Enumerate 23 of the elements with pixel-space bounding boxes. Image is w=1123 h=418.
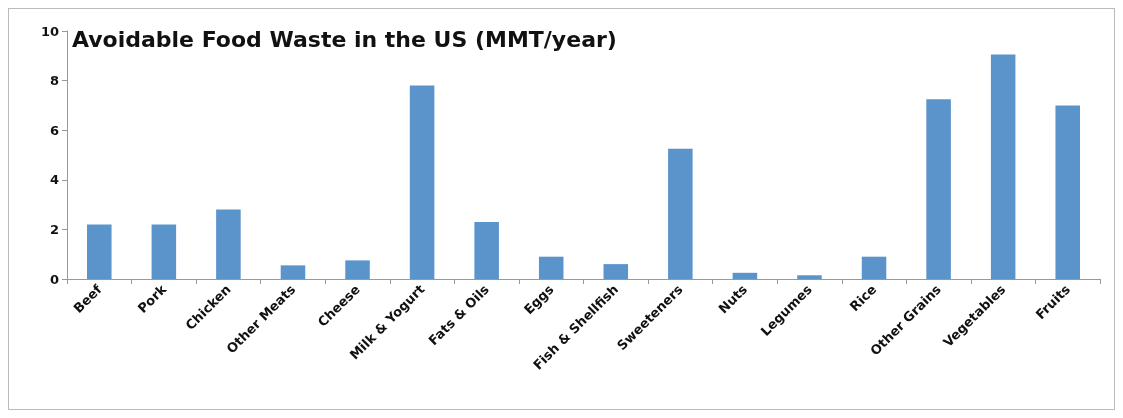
bar — [668, 148, 693, 279]
bar — [474, 221, 499, 279]
y-tick-label: 10 — [40, 23, 59, 39]
bar — [280, 265, 306, 279]
bar — [732, 272, 758, 279]
bar — [603, 264, 629, 279]
bar — [151, 224, 177, 279]
bar — [926, 99, 951, 279]
bar — [345, 260, 370, 279]
y-tick-label: 8 — [49, 73, 59, 89]
chart-title: Avoidable Food Waste in the US (MMT/year) — [72, 26, 617, 52]
y-tick-label: 0 — [49, 271, 59, 287]
bar — [990, 54, 1016, 279]
bar — [797, 275, 822, 279]
y-tick-label: 2 — [49, 221, 59, 237]
y-tick-label: 6 — [49, 122, 59, 138]
bar — [216, 209, 241, 279]
bar — [87, 224, 112, 279]
bar — [1055, 105, 1080, 279]
bar — [861, 256, 887, 279]
bar — [538, 256, 564, 279]
bar — [409, 85, 435, 279]
y-tick-label: 4 — [49, 172, 59, 188]
